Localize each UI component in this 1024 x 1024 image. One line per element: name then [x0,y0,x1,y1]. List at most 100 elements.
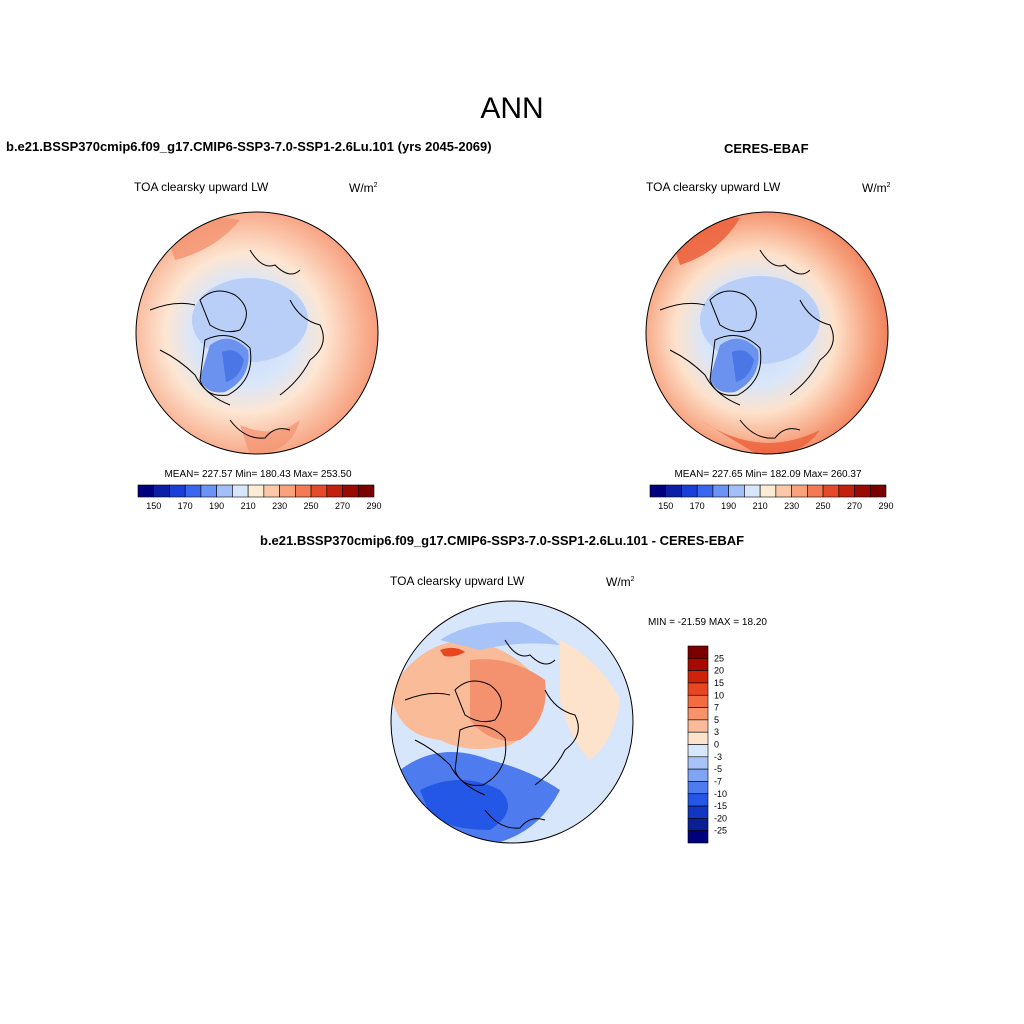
diff-colorbar-swatch [687,682,709,696]
diff-colorbar-tick-label: 0 [714,740,719,750]
diff-colorbar-swatch [687,805,709,819]
obs-colorbar-tick-label: 290 [878,501,893,511]
obs-units-label: W/m2 [862,181,891,195]
obs-colorbar-swatch [744,484,761,498]
obs-colorbar-swatch [649,484,667,498]
model-colorbar-tick-label: 250 [304,501,319,511]
diff-colorbar-swatch [687,793,709,807]
model-colorbar-swatch [232,484,249,498]
model-map [136,212,378,454]
diff-colorbar-swatch [687,744,709,758]
model-colorbar-swatch [310,484,328,498]
obs-colorbar-swatch [712,484,729,498]
diff-colorbar: 25 20 15 10 7 5 3 0 -3 -5 -7 -10 -15 -20 -25 [687,645,727,844]
diff-colorbar-tick-label: 3 [714,727,719,737]
model-colorbar-swatch [137,484,155,498]
obs-colorbar-swatch [854,484,871,498]
obs-variable-label: TOA clearsky upward LW [646,180,781,194]
diff-coastlines [404,639,579,829]
model-colorbar-tick-label: 210 [241,501,256,511]
model-stats-label: MEAN= 227.57 Min= 180.43 Max= 253.50 [164,469,352,480]
diff-minmax-label: MIN = -21.59 MAX = 18.20 [648,617,767,628]
model-colorbar-tick-label: 230 [272,501,287,511]
model-colorbar-swatch [169,484,186,498]
obs-colorbar-tick-label: 150 [658,501,673,511]
obs-colorbar-swatch [775,484,792,498]
obs-colorbar-swatch [665,484,682,498]
model-units-label: W/m2 [349,181,378,195]
model-colorbar-swatch [216,484,233,498]
model-colorbar-swatch [200,484,217,498]
obs-colorbar-swatch [869,484,887,498]
obs-colorbar-swatch [807,484,824,498]
model-panel-title: b.e21.BSSP370cmip6.f09_g17.CMIP6-SSP3-7.… [6,139,492,154]
model-colorbar-swatch [295,484,312,498]
diff-colorbar-swatch [687,658,709,671]
diff-colorbar-tick-label: -15 [714,801,727,811]
obs-map [646,212,888,454]
diff-colorbar-swatch [687,645,709,659]
obs-colorbar-tick-label: 170 [690,501,705,511]
model-colorbar-swatch [263,484,280,498]
diff-colorbar-tick-label: -5 [714,764,722,774]
diff-colorbar-tick-label: 15 [714,678,724,688]
diff-map [391,601,633,843]
diff-colorbar-swatch [687,694,709,708]
obs-map-border [645,211,889,455]
diff-panel-title: b.e21.BSSP370cmip6.f09_g17.CMIP6-SSP3-7.… [260,533,745,548]
diff-colorbar-swatch [687,731,709,745]
diff-colorbar-tick-label: 25 [714,653,724,663]
figure-title: ANN [480,92,544,125]
model-colorbar-swatch [184,484,202,498]
model-map-border [135,211,379,455]
model-coastlines [149,249,324,439]
diff-colorbar-tick-label: 7 [714,703,719,713]
diff-colorbar-swatch [687,830,709,844]
diff-colorbar-tick-label: 10 [714,690,724,700]
model-colorbar-swatch [342,484,359,498]
diff-colorbar-tick-label: 20 [714,666,724,676]
diff-colorbar-tick-label: -25 [714,826,727,836]
diff-units-label: W/m2 [606,575,635,589]
diff-colorbar-tick-label: 5 [714,715,719,725]
diff-colorbar-swatch [687,707,709,721]
obs-colorbar-swatch [822,484,840,498]
model-colorbar-tick-label: 190 [209,501,224,511]
obs-coastlines [659,249,834,439]
diff-colorbar-swatch [687,756,709,770]
diff-colorbar-swatch [687,818,709,831]
diff-colorbar-tick-label: -7 [714,776,722,786]
obs-colorbar-tick-label: 210 [753,501,768,511]
model-variable-label: TOA clearsky upward LW [134,180,269,194]
diff-map-border [390,600,634,844]
diff-colorbar-tick-label: -10 [714,789,727,799]
diff-colorbar-tick-label: -3 [714,752,722,762]
obs-stats-label: MEAN= 227.65 Min= 182.09 Max= 260.37 [674,469,862,480]
model-colorbar-tick-label: 290 [366,501,381,511]
model-colorbar-swatch [357,484,375,498]
diff-colorbar-swatch [687,670,709,684]
model-colorbar-tick-label: 150 [146,501,161,511]
model-colorbar-tick-label: 170 [178,501,193,511]
obs-colorbar-tick-label: 190 [721,501,736,511]
diff-colorbar-swatch [687,781,709,795]
model-colorbar-swatch [247,484,265,498]
obs-colorbar-swatch [696,484,714,498]
model-colorbar: 150 170 190 210 230 250 270 290 [137,484,382,511]
obs-colorbar-swatch [728,484,745,498]
obs-colorbar-swatch [791,484,808,498]
obs-colorbar: 150 170 190 210 230 250 270 290 [649,484,894,511]
model-colorbar-swatch [326,484,343,498]
obs-colorbar-tick-label: 230 [784,501,799,511]
diff-colorbar-swatch [687,719,709,733]
obs-colorbar-tick-label: 250 [816,501,831,511]
model-colorbar-tick-label: 270 [335,501,350,511]
obs-colorbar-swatch [838,484,855,498]
obs-panel-title: CERES-EBAF [724,141,809,156]
diff-variable-label: TOA clearsky upward LW [390,574,525,588]
obs-colorbar-tick-label: 270 [847,501,862,511]
model-colorbar-swatch [279,484,296,498]
diff-colorbar-tick-label: -20 [714,813,727,823]
obs-colorbar-swatch [681,484,698,498]
